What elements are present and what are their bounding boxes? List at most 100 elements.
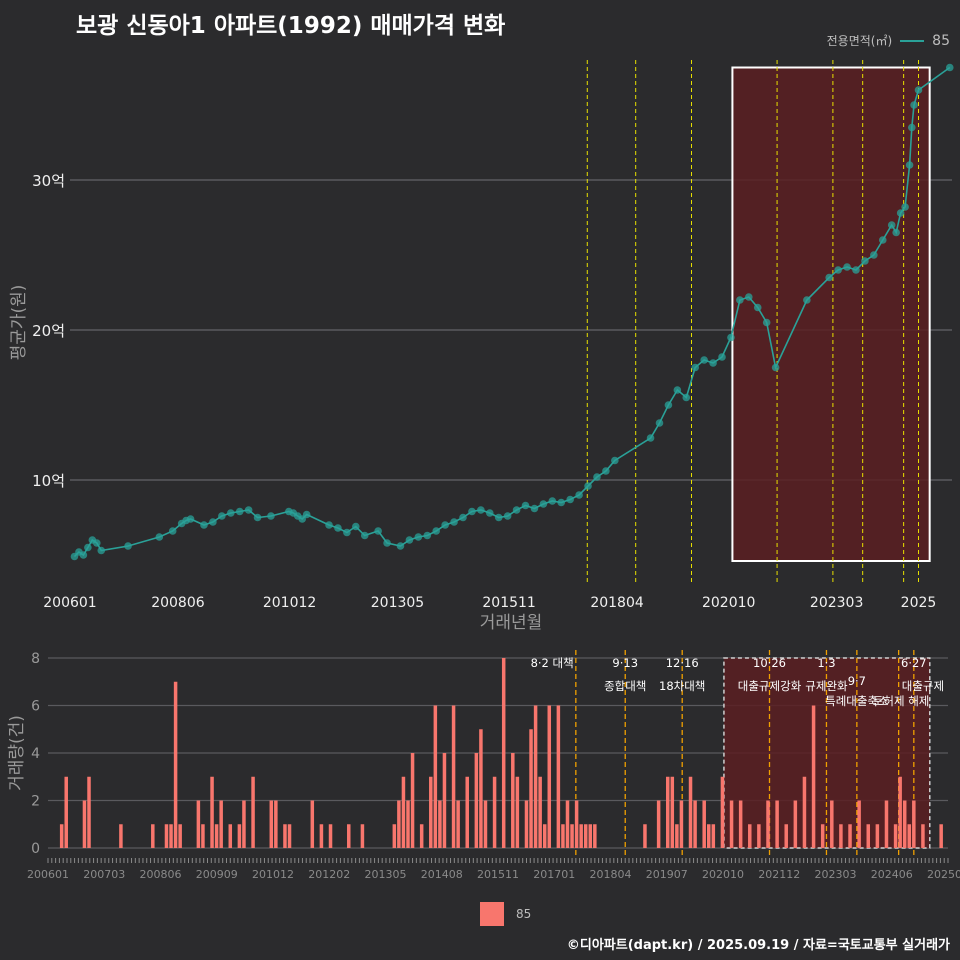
x-tick-label: 200601 [27, 868, 69, 881]
volume-bar [802, 776, 807, 848]
x-tick-label: 2025 [901, 595, 937, 611]
y-axis-label: 거래량(건) [7, 715, 27, 791]
price-point [727, 333, 735, 342]
price-point [97, 546, 106, 555]
chart-title: 보광 신동아1 아파트(1992) 매매가격 변화 [76, 13, 506, 39]
volume-bar [574, 800, 579, 848]
volume-bar [839, 824, 843, 848]
volume-bar [533, 705, 538, 848]
legend-label: 전용면적(㎡) [826, 34, 893, 48]
annotation-date: 1·3 [817, 656, 835, 670]
volume-bar [748, 824, 752, 848]
credit-text: ©디아파트(dapt.kr) / 2025.09.19 / 자료=국토교통부 실… [566, 938, 950, 953]
y-tick-label: 2 [31, 794, 40, 810]
bottom-legend: 85 [480, 902, 531, 926]
price-point [646, 434, 655, 442]
annotation-date: 10·26 [753, 656, 786, 670]
price-point [168, 527, 177, 535]
price-point [870, 251, 878, 259]
price-point [825, 273, 833, 282]
volume-bar [392, 824, 397, 848]
volume-bar [579, 824, 583, 848]
volume-bar [360, 824, 365, 848]
price-point [494, 513, 503, 522]
price-point [736, 296, 744, 304]
volume-bar [784, 824, 788, 848]
volume-bar [830, 800, 834, 848]
price-point [539, 500, 548, 508]
x-tick-label: 202303 [810, 595, 863, 611]
volume-bar [251, 776, 255, 848]
volume-bar [875, 824, 880, 848]
volume-bar [492, 776, 497, 848]
volume-bar [884, 800, 889, 848]
volume-bar [570, 824, 574, 848]
price-point [548, 497, 557, 505]
volume-bar [210, 776, 214, 848]
volume-bar [693, 800, 697, 848]
volume-bar [907, 824, 912, 848]
highlight-box [723, 657, 931, 849]
y-tick-label: 0 [31, 841, 40, 857]
price-point [79, 551, 88, 559]
volume-bar [529, 729, 533, 848]
volume-bar [483, 800, 488, 848]
price-point [235, 507, 244, 516]
volume-bar [274, 800, 278, 848]
volume-bar [501, 658, 506, 848]
price-point [611, 456, 619, 465]
price-point [485, 509, 494, 517]
volume-bar [538, 776, 542, 848]
volume-bar [64, 776, 68, 848]
volume-bar [561, 824, 565, 848]
price-point [852, 266, 860, 274]
volume-bar [524, 800, 529, 848]
price-point [209, 518, 217, 526]
price-point [186, 515, 195, 523]
volume-bar [119, 824, 123, 848]
price-point [887, 221, 896, 229]
legend-value: 85 [932, 32, 950, 49]
annotation-date: 8·2 대책 [531, 656, 574, 670]
volume-bar [328, 824, 333, 848]
volume-bar [456, 800, 460, 848]
y-axis-label: 평균가(원) [9, 285, 29, 361]
volume-bar [702, 800, 706, 848]
x-tick-label: 202010 [702, 595, 755, 611]
volume-bar [793, 800, 798, 848]
price-point [602, 467, 610, 475]
price-point [414, 533, 423, 541]
volume-bar [711, 824, 716, 848]
legend-line-swatch [900, 39, 925, 42]
volume-bar [547, 705, 552, 848]
annotation-label: 토허제 해제 [873, 694, 930, 708]
volume-bar [474, 753, 479, 848]
price-point [226, 509, 235, 517]
volume-bar [219, 800, 223, 848]
volume-bar [237, 824, 242, 848]
price-point [155, 533, 164, 541]
volume-bar [515, 776, 520, 848]
volume-bar [410, 753, 415, 848]
y-tick-label: 8 [31, 651, 40, 667]
volume-bar [593, 824, 597, 848]
volume-bar [429, 776, 433, 848]
x-tick-label: 201804 [590, 868, 632, 881]
volume-bar [511, 753, 515, 848]
x-tick-label: 201012 [263, 595, 316, 611]
y-tick-label: 10억 [32, 472, 65, 490]
price-point [267, 512, 275, 520]
price-point [803, 296, 811, 304]
volume-bar [479, 729, 483, 848]
volume-bar [542, 824, 547, 848]
volume-bar [857, 800, 861, 848]
price-point [343, 528, 351, 537]
price-point [673, 386, 682, 394]
price-point [700, 356, 708, 364]
price-chart: 10억 20억 30억 200601 200806 201012 201305 201511 2… [9, 60, 954, 633]
price-point [910, 101, 918, 109]
price-point [477, 506, 485, 514]
x-tick-label: 202010 [702, 868, 744, 881]
volume-bar [451, 705, 456, 848]
volume-bar [820, 824, 825, 848]
